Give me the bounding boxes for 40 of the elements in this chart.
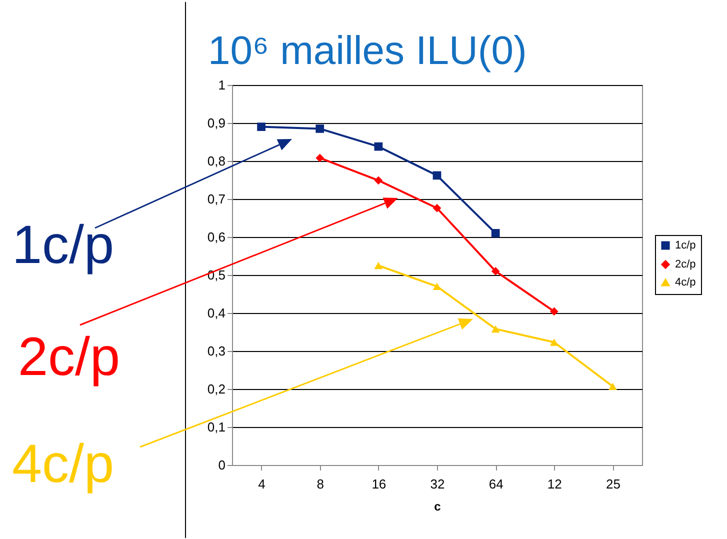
point [550, 338, 558, 346]
x-tick-label: 16 [372, 476, 386, 492]
point [550, 307, 558, 316]
y-tick-label: 1 [218, 78, 226, 92]
point [316, 124, 324, 133]
point [374, 176, 383, 185]
legend-label: 2c/p [675, 258, 696, 270]
point [432, 282, 442, 290]
point [491, 325, 500, 333]
x-tick-label: 8 [316, 476, 324, 492]
point [491, 267, 500, 276]
x-tick-label: 32 [430, 476, 445, 492]
point [608, 382, 617, 390]
x-tick-label: 12 [547, 476, 562, 492]
point [491, 229, 500, 238]
point [374, 142, 383, 151]
y-tick-label: 0,1 [207, 420, 226, 434]
x-axis-title: c [434, 500, 442, 514]
point [432, 171, 442, 180]
y-tick-label: 0,9 [207, 116, 226, 130]
point [374, 262, 383, 270]
y-tick-label: 0,4 [207, 306, 226, 320]
x-tick-label: 4 [258, 476, 266, 492]
y-tick-label: 0,2 [207, 382, 226, 396]
point [432, 204, 442, 212]
x-tick-label: 64 [488, 476, 504, 492]
y-tick-label: 0,3 [207, 344, 226, 358]
x-tick-label: 25 [606, 476, 620, 492]
y-tick-label: 0,8 [207, 154, 226, 168]
text: 4c/p [12, 434, 114, 494]
legend-label: 1c/p [675, 240, 696, 252]
text: 1c/p [12, 215, 114, 275]
chart-title: 10⁶ mailles ILU(0) [208, 29, 527, 73]
text: 2c/p [18, 327, 120, 387]
y-tick-label: 0,6 [207, 230, 226, 244]
point [316, 154, 324, 162]
point [257, 122, 266, 131]
legend-label: 4c/p [675, 276, 696, 288]
y-tick-label: 0 [218, 458, 226, 472]
y-tick-label: 0,7 [207, 192, 226, 206]
